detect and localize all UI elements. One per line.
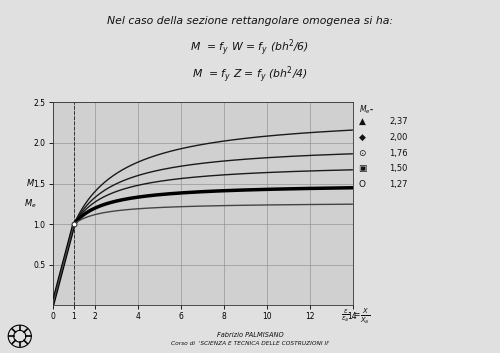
Text: O: O — [358, 180, 366, 189]
Text: M: M — [26, 179, 34, 188]
Text: ▲: ▲ — [358, 117, 366, 126]
Text: 1,76: 1,76 — [390, 149, 408, 158]
Text: ▣: ▣ — [358, 164, 366, 173]
Text: $\frac{X}{X_a}$: $\frac{X}{X_a}$ — [360, 306, 370, 326]
Text: ◆: ◆ — [358, 133, 366, 142]
Text: Fabrizio PALMISANO: Fabrizio PALMISANO — [216, 332, 284, 337]
Text: M  = f$_y$ W = f$_y$ (bh$^2$/6): M = f$_y$ W = f$_y$ (bh$^2$/6) — [190, 37, 310, 58]
Text: 1,27: 1,27 — [390, 180, 408, 189]
Text: Nel caso della sezione rettangolare omogenea si ha:: Nel caso della sezione rettangolare omog… — [107, 16, 393, 26]
Text: $M_e$: $M_e$ — [24, 198, 36, 210]
Text: 1,50: 1,50 — [390, 164, 408, 173]
Text: 2,00: 2,00 — [390, 133, 408, 142]
Text: $M_e$-: $M_e$- — [359, 103, 374, 116]
Text: Corso di  'SCIENZA E TECNICA DELLE COSTRUZIONI II': Corso di 'SCIENZA E TECNICA DELLE COSTRU… — [170, 341, 330, 346]
Text: ⊙: ⊙ — [358, 149, 366, 158]
Text: 2,37: 2,37 — [390, 117, 408, 126]
Text: =: = — [353, 310, 359, 319]
Text: $\frac{\varepsilon}{\varepsilon_a}$: $\frac{\varepsilon}{\varepsilon_a}$ — [340, 307, 349, 324]
Text: M  = f$_y$ Z = f$_y$ (bh$^2$/4): M = f$_y$ Z = f$_y$ (bh$^2$/4) — [192, 64, 308, 84]
